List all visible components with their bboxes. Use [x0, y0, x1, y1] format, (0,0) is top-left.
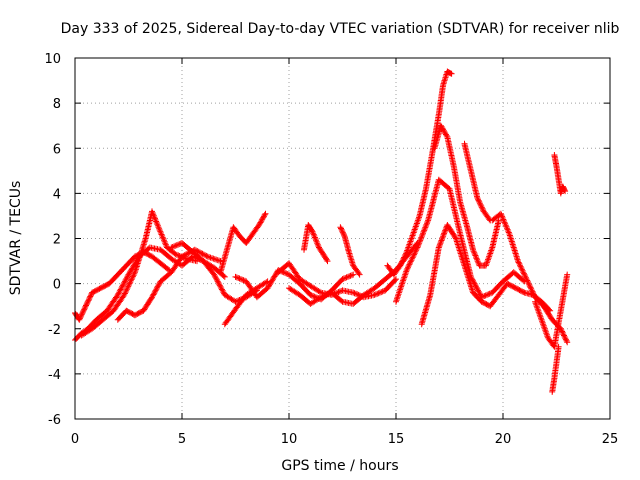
- y-tick-labels: -6 -4 -2 0 2 4 6 8 10: [44, 52, 61, 428]
- series-markers: [301, 222, 331, 265]
- x-tick-label: 20: [495, 432, 512, 447]
- data-points: [72, 68, 571, 395]
- series-6: [217, 210, 269, 276]
- y-tick-label: -2: [48, 323, 61, 338]
- y-tick-label: 4: [53, 187, 61, 202]
- y-tick-label: 10: [44, 52, 61, 67]
- series-14: [393, 176, 528, 305]
- y-axis-label: SDTVAR / TECUs: [8, 181, 24, 296]
- series-markers: [393, 176, 528, 305]
- series-11: [301, 222, 331, 265]
- y-tick-label: 8: [53, 97, 61, 112]
- y-tick-label: 0: [53, 278, 61, 293]
- series-markers: [532, 271, 571, 350]
- x-tick-labels: 0 5 10 15 20 25: [71, 432, 618, 447]
- series-12: [337, 224, 363, 278]
- series-15: [418, 222, 554, 328]
- series-markers: [221, 278, 271, 328]
- series-markers: [418, 222, 554, 328]
- series-16: [431, 122, 502, 269]
- series-markers: [78, 208, 200, 339]
- y-tick-label: 6: [53, 142, 61, 157]
- y-tick-label: -4: [48, 368, 61, 383]
- x-tick-label: 5: [178, 432, 186, 447]
- chart-title: Day 333 of 2025, Sidereal Day-to-day VTE…: [61, 21, 620, 37]
- series-markers: [217, 210, 269, 276]
- series-7: [221, 278, 271, 328]
- x-tick-label: 10: [281, 432, 298, 447]
- series-19: [532, 271, 571, 350]
- grid-lines: [75, 58, 610, 419]
- axis-ticks: [74, 57, 611, 420]
- series-20: [549, 343, 562, 395]
- series-markers: [337, 224, 363, 278]
- series-21: [551, 152, 569, 197]
- y-tick-label: 2: [53, 233, 61, 248]
- x-axis-label: GPS time / hours: [281, 458, 398, 474]
- series-markers: [461, 140, 494, 224]
- x-tick-label: 15: [388, 432, 405, 447]
- series-markers: [549, 343, 562, 395]
- y-tick-label: -6: [48, 413, 61, 428]
- series-3: [78, 208, 200, 339]
- x-tick-label: 25: [602, 432, 619, 447]
- series-markers: [431, 122, 502, 269]
- x-tick-label: 0: [71, 432, 79, 447]
- series-markers: [551, 152, 569, 197]
- series-17: [461, 140, 494, 224]
